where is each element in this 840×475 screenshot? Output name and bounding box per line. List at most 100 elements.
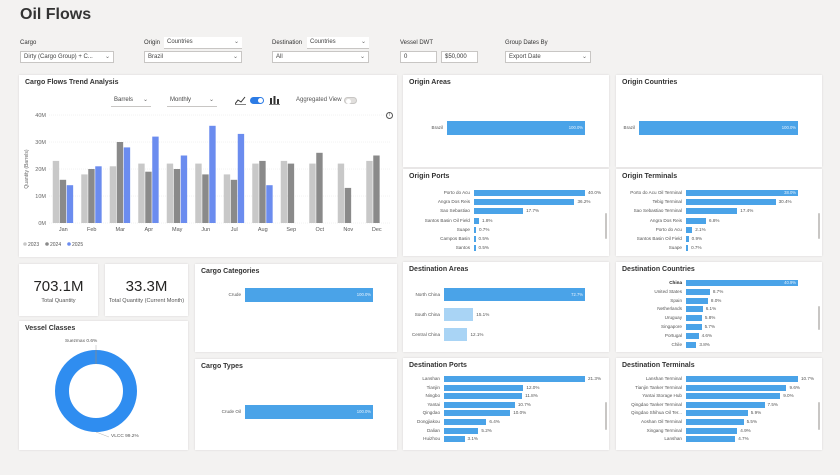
kpi-label: Total Quantity <box>41 298 76 304</box>
scrollbar[interactable] <box>818 306 820 330</box>
bar[interactable] <box>444 328 468 341</box>
bar[interactable] <box>686 306 703 313</box>
origin-countries-title: Origin Countries <box>622 79 678 86</box>
bar-chart-icon[interactable] <box>269 95 280 105</box>
bar[interactable] <box>686 427 738 434</box>
bar[interactable] <box>686 280 798 286</box>
bar-label: Uruguay <box>664 315 682 321</box>
scrollbar[interactable] <box>818 402 820 430</box>
bar[interactable] <box>444 427 479 434</box>
period-select[interactable]: Monthly ⌄ <box>167 95 217 107</box>
bar[interactable] <box>444 376 585 382</box>
bar[interactable] <box>474 208 524 215</box>
bar[interactable] <box>686 226 693 233</box>
cargo-categories-title: Cargo Categories <box>201 268 260 275</box>
bar-value: 10.7% <box>801 376 815 381</box>
bar-value: 5.2% <box>481 427 492 433</box>
bar[interactable] <box>444 410 511 417</box>
chevron-down-icon: ⌄ <box>142 97 148 103</box>
bar[interactable] <box>474 199 575 206</box>
bar[interactable] <box>686 384 787 391</box>
kpi-label: Total Quantity (Current Month) <box>108 298 185 304</box>
bar[interactable] <box>474 190 585 196</box>
bar[interactable] <box>686 401 765 408</box>
kpi-total-quantity: 703.1M Total Quantity <box>19 264 98 316</box>
bar[interactable] <box>686 190 798 196</box>
line-chart-icon[interactable] <box>235 96 246 105</box>
unit-select[interactable]: Barrels ⌄ <box>111 95 151 107</box>
bar[interactable] <box>444 436 465 443</box>
origin-areas-title: Origin Areas <box>409 79 451 86</box>
bar[interactable] <box>686 315 702 322</box>
bar[interactable] <box>686 297 708 304</box>
aggregated-view-toggle[interactable] <box>344 97 357 104</box>
bar-value: 6.8% <box>709 217 720 223</box>
bar[interactable] <box>245 288 373 302</box>
vessel-dwt-max-input[interactable]: $50,000 <box>441 51 478 63</box>
bar[interactable] <box>686 245 689 252</box>
chevron-down-icon: ⌄ <box>104 54 110 60</box>
bar[interactable] <box>444 288 585 301</box>
bar[interactable] <box>686 236 689 242</box>
destination-type-select[interactable]: Countries ⌄ <box>307 37 369 49</box>
bar[interactable] <box>474 236 476 242</box>
origin-areas-card: Origin Areas Brazil 100.0% <box>403 75 609 167</box>
bar-2024 <box>287 163 295 223</box>
bar[interactable] <box>444 308 474 321</box>
bar-2024 <box>173 169 181 223</box>
origin-select[interactable]: Brazil ⌄ <box>144 51 242 63</box>
bar[interactable] <box>444 384 524 391</box>
chevron-down-icon: ⌄ <box>581 54 587 60</box>
bar-value: 8.7% <box>712 288 724 294</box>
bar-2024 <box>202 174 209 223</box>
bar[interactable] <box>447 121 585 135</box>
toggle-knob <box>346 98 351 104</box>
bar[interactable] <box>474 245 476 252</box>
bar[interactable] <box>245 405 373 419</box>
bar-value: 9.0% <box>783 393 794 399</box>
bar[interactable] <box>686 393 781 400</box>
scrollbar[interactable] <box>605 213 607 239</box>
bar-value: 5.8% <box>704 315 716 321</box>
bar-2023 <box>252 163 259 223</box>
origin-type-select[interactable]: Countries ⌄ <box>164 37 242 49</box>
bar[interactable] <box>686 199 776 206</box>
group-dates-select[interactable]: Export Date ⌄ <box>505 51 591 63</box>
cargo-select[interactable]: Dirty (Cargo Group) + C... ⌄ <box>20 51 114 63</box>
bar-label: Sao Sebastiao <box>440 208 470 214</box>
bar-value: 38.0% <box>784 190 796 195</box>
bar[interactable] <box>444 393 523 400</box>
bar[interactable] <box>474 226 476 233</box>
bar-value: 17.4% <box>740 208 754 214</box>
bar[interactable] <box>686 436 736 443</box>
bar[interactable] <box>686 208 738 215</box>
y-tick-label: 40M <box>35 113 46 119</box>
bar[interactable] <box>686 288 710 295</box>
bar[interactable] <box>686 217 707 224</box>
bar[interactable] <box>686 376 798 382</box>
bar-label: Tianjin <box>426 384 440 390</box>
bar[interactable] <box>686 324 702 330</box>
vessel-dwt-min-input[interactable]: 0 <box>400 51 437 63</box>
bar-2025 <box>180 155 188 223</box>
y-tick-label: 0M <box>38 221 46 227</box>
bar[interactable] <box>444 419 487 425</box>
bar[interactable] <box>639 121 798 135</box>
bar[interactable] <box>474 217 479 224</box>
bar[interactable] <box>686 332 699 339</box>
x-tick-label: Dec <box>372 227 382 233</box>
scrollbar[interactable] <box>605 402 607 430</box>
bar-value: 2.1% <box>695 226 706 232</box>
bar[interactable] <box>686 341 697 348</box>
destination-select[interactable]: All ⌄ <box>272 51 369 63</box>
legend-entry: 2024 <box>50 242 61 248</box>
bar[interactable] <box>444 401 515 408</box>
bar-label: Angra Dos Reis <box>437 199 470 205</box>
bar-2025 <box>123 147 131 223</box>
x-tick-label: Apr <box>144 227 153 233</box>
chart-type-toggle[interactable] <box>250 97 264 104</box>
origin-ports-title: Origin Ports <box>409 173 450 180</box>
scrollbar[interactable] <box>818 213 820 239</box>
bar[interactable] <box>686 410 748 417</box>
bar[interactable] <box>686 419 744 425</box>
